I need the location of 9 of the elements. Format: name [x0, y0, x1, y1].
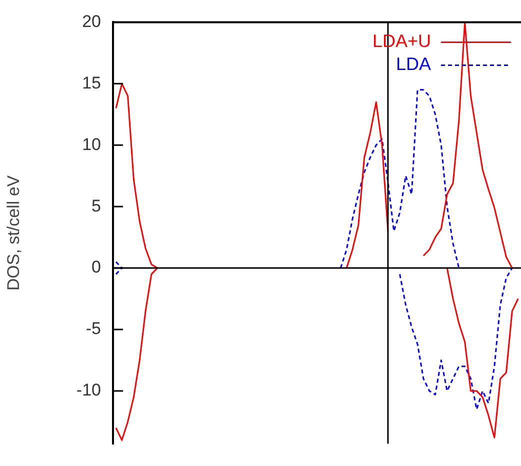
y-tick-label: -5 — [86, 319, 101, 338]
y-tick-label: 5 — [92, 196, 101, 216]
y-tick-label: 10 — [82, 134, 101, 154]
y-axis-title: DOS, st/cell eV — [4, 174, 23, 291]
y-tick-label: 0 — [92, 258, 101, 277]
y-tick-label: 20 — [82, 12, 101, 31]
y-tick-label: -10 — [76, 380, 101, 400]
y-tick-label: 15 — [82, 73, 101, 92]
legend-label: LDA — [396, 54, 431, 74]
